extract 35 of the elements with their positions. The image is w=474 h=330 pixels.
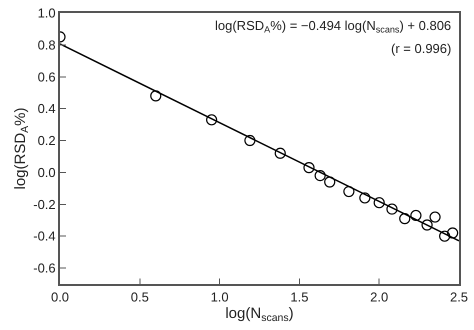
x-tick-label: 0.5 xyxy=(130,289,149,304)
x-tick-label: 2.5 xyxy=(450,289,468,304)
point xyxy=(150,90,162,102)
point xyxy=(244,134,256,146)
point xyxy=(303,162,315,174)
point xyxy=(410,210,422,222)
annotation: (r = 0.996) xyxy=(391,41,452,56)
y-tick-label: 1.0 xyxy=(38,6,56,21)
x-tick-label: 2.0 xyxy=(370,289,388,304)
point xyxy=(374,197,385,208)
point xyxy=(314,170,326,182)
point xyxy=(343,186,354,198)
point xyxy=(421,219,433,231)
y-tick-label: 0.2 xyxy=(38,133,56,148)
y-tick-label: 0.8 xyxy=(38,37,56,52)
point xyxy=(386,203,398,215)
x-tick-label: 1.0 xyxy=(210,289,229,304)
x-tick-label: 0.0 xyxy=(50,289,70,304)
point xyxy=(206,114,218,126)
x-tick-label: 1.5 xyxy=(290,289,308,304)
point xyxy=(274,148,286,159)
annotation: log(RSD$_{A}$%) = −0.494 log(N$_{scans}$) + 0.806 xyxy=(215,18,452,35)
y-tick-label: 0.0 xyxy=(38,164,56,180)
y-tick-label: -0.4 xyxy=(33,228,56,244)
point xyxy=(429,211,441,223)
point xyxy=(324,176,336,188)
y-tick-label: -0.2 xyxy=(33,196,56,212)
point xyxy=(439,230,450,242)
y-tick-label: 0.6 xyxy=(38,69,56,84)
y-tick-label: 0.4 xyxy=(38,101,56,116)
x-axis-title: log(N$_{scans}$) xyxy=(225,304,294,324)
point xyxy=(359,192,370,204)
point xyxy=(447,227,458,239)
y-tick-label: -0.6 xyxy=(33,260,56,276)
point xyxy=(399,213,410,224)
